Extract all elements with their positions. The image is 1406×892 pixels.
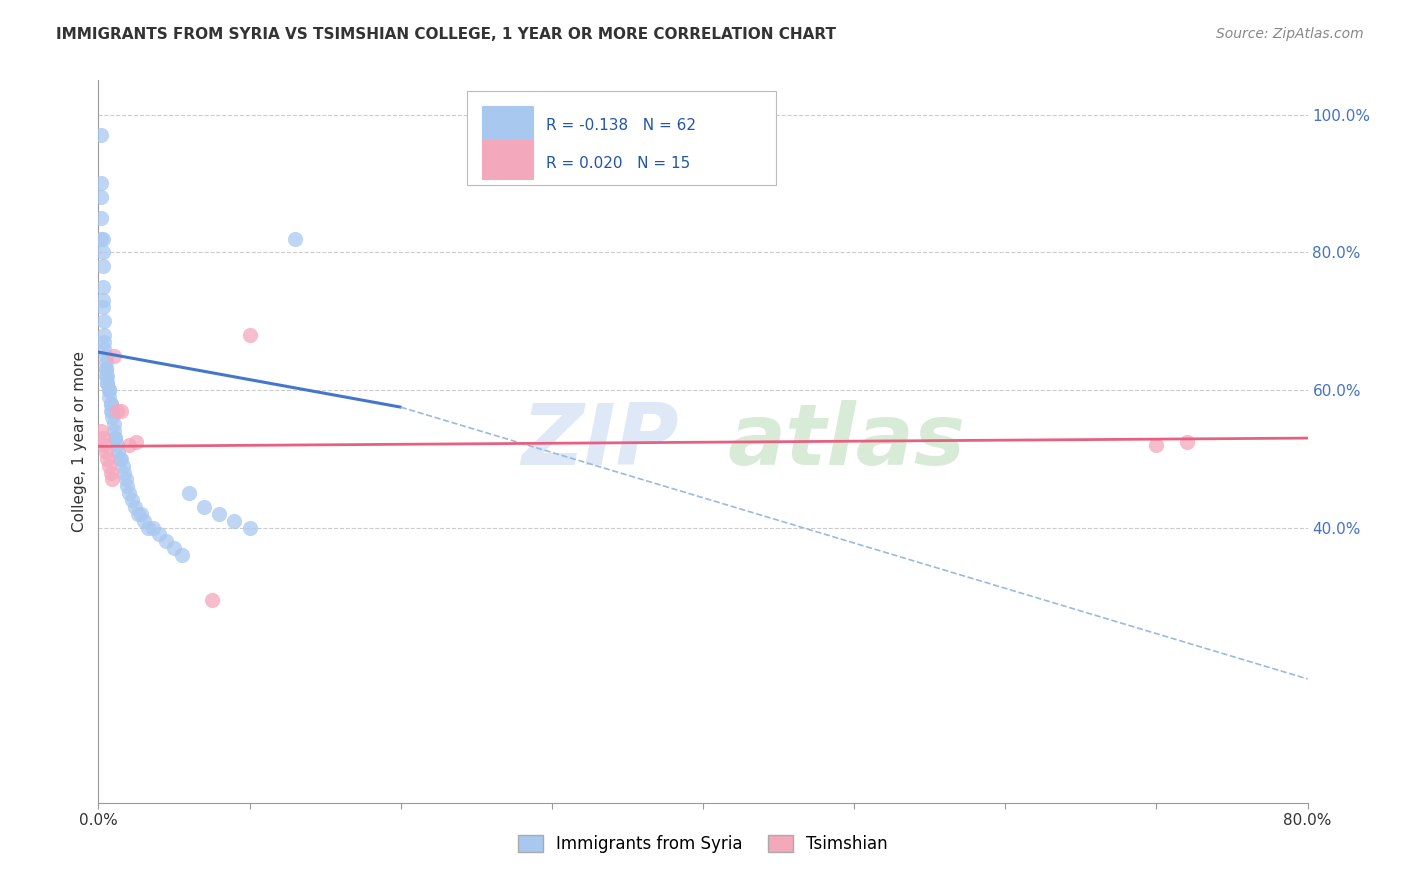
Point (90, 424, 112, 438)
Point (91, 431, 114, 445)
Point (94, 355, 117, 369)
FancyBboxPatch shape (482, 139, 533, 179)
Point (170, 548, 193, 562)
Point (121, 493, 143, 508)
Y-axis label: College, 1 year or more: College, 1 year or more (72, 351, 87, 532)
Point (114, 472, 136, 486)
Point (108, 451, 131, 466)
Point (103, 417, 125, 432)
Point (93, 438, 115, 452)
Point (96, 451, 118, 466)
Point (91, 301, 114, 315)
Text: ZIP: ZIP (522, 400, 679, 483)
Point (91, 279, 114, 293)
Point (98, 458, 121, 473)
Point (98, 383, 121, 397)
Point (193, 500, 215, 514)
Point (125, 434, 148, 449)
Point (136, 520, 159, 534)
Point (112, 466, 135, 480)
Point (93, 327, 115, 342)
Point (105, 438, 128, 452)
Point (93, 314, 115, 328)
Point (90, 231, 112, 245)
Text: IMMIGRANTS FROM SYRIA VS TSIMSHIAN COLLEGE, 1 YEAR OR MORE CORRELATION CHART: IMMIGRANTS FROM SYRIA VS TSIMSHIAN COLLE… (56, 27, 837, 42)
Point (91, 231, 114, 245)
Point (96, 376, 118, 390)
Point (90, 190, 112, 204)
Point (98, 383, 121, 397)
FancyBboxPatch shape (467, 91, 776, 185)
Text: R = -0.138   N = 62: R = -0.138 N = 62 (546, 118, 696, 133)
Point (91, 245, 114, 260)
Point (115, 479, 138, 493)
Point (98, 390, 121, 404)
Point (103, 349, 125, 363)
Point (129, 507, 152, 521)
Point (179, 486, 201, 500)
Point (101, 403, 124, 417)
Text: atlas: atlas (727, 400, 966, 483)
Point (132, 514, 155, 528)
Point (107, 445, 129, 459)
Point (100, 403, 122, 417)
Point (101, 410, 124, 425)
Point (118, 438, 141, 452)
Point (118, 486, 141, 500)
Point (96, 376, 118, 390)
Point (208, 507, 231, 521)
Point (110, 451, 132, 466)
Legend: Immigrants from Syria, Tsimshian: Immigrants from Syria, Tsimshian (512, 828, 894, 860)
Point (91, 293, 114, 308)
Point (110, 403, 132, 417)
Point (163, 541, 186, 556)
Text: Source: ZipAtlas.com: Source: ZipAtlas.com (1216, 27, 1364, 41)
Point (100, 466, 122, 480)
Point (148, 527, 170, 541)
Point (94, 349, 117, 363)
FancyBboxPatch shape (482, 105, 533, 145)
Point (93, 342, 115, 356)
Point (100, 397, 122, 411)
Point (94, 369, 117, 384)
Text: R = 0.020   N = 15: R = 0.020 N = 15 (546, 156, 690, 171)
Point (90, 177, 112, 191)
Point (239, 520, 262, 534)
Point (94, 362, 117, 376)
Point (100, 397, 122, 411)
Point (101, 472, 124, 486)
Point (103, 424, 125, 438)
Point (104, 431, 127, 445)
Point (124, 500, 146, 514)
Point (1144, 438, 1167, 452)
Point (91, 259, 114, 273)
Point (155, 534, 177, 549)
Point (90, 128, 112, 143)
Point (201, 592, 224, 607)
Point (90, 211, 112, 225)
Point (111, 458, 134, 473)
Point (127, 507, 149, 521)
Point (239, 327, 262, 342)
Point (94, 362, 117, 376)
Point (96, 369, 118, 384)
Point (1175, 434, 1198, 449)
Point (142, 520, 165, 534)
Point (224, 514, 246, 528)
Point (93, 334, 115, 349)
Point (284, 231, 307, 245)
Point (104, 431, 127, 445)
Point (105, 403, 128, 417)
Point (94, 445, 117, 459)
